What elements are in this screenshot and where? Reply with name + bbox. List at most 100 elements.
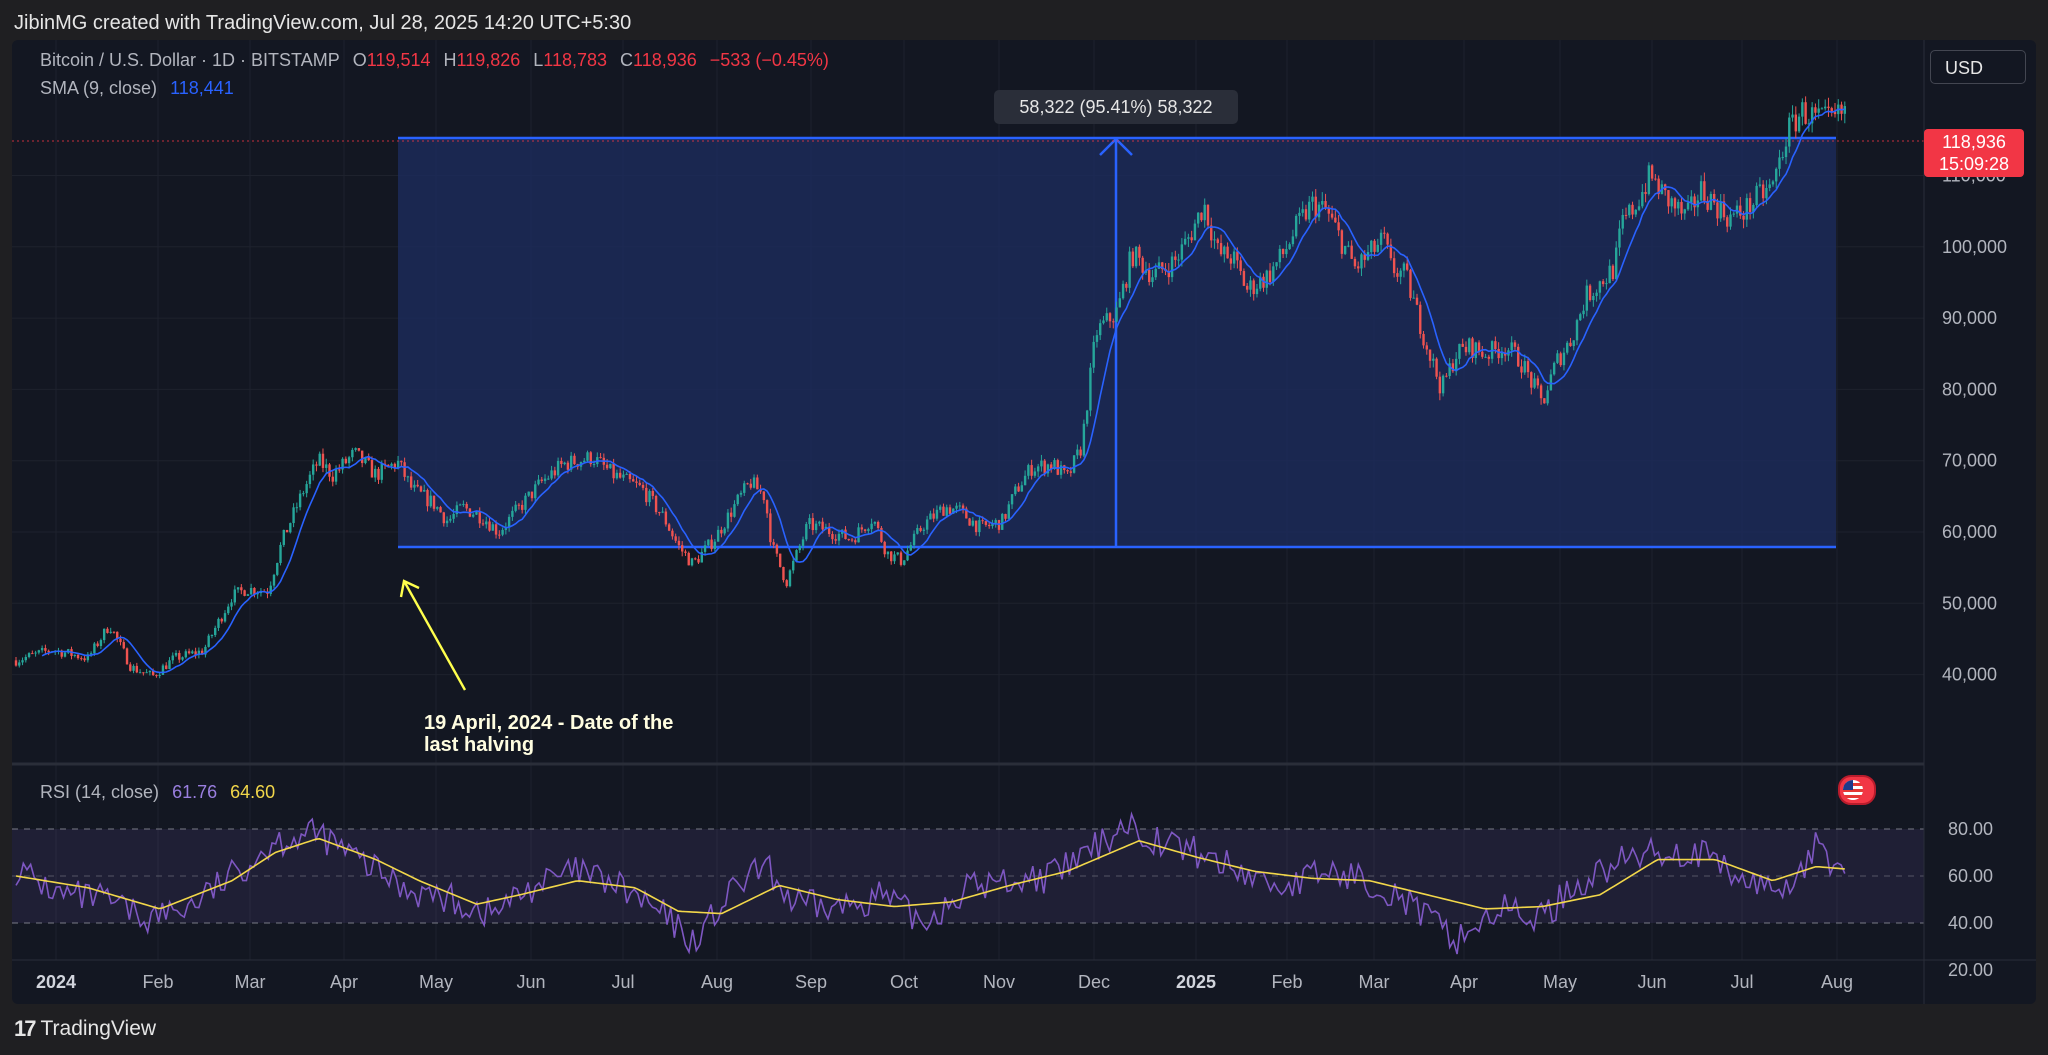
legend-rsi[interactable]: RSI (14, close) 61.76 64.60 <box>40 782 283 803</box>
candle-body <box>1592 295 1595 301</box>
legend-sma[interactable]: SMA (9, close) 118,441 <box>40 78 242 99</box>
candle-body <box>583 460 586 463</box>
candle-body <box>1784 146 1788 158</box>
time-tick-label: Sep <box>795 972 827 992</box>
candle-body <box>1010 494 1014 505</box>
candle-body <box>83 658 86 661</box>
candle-body <box>1190 237 1193 241</box>
candle-body <box>1667 190 1670 207</box>
halving-arrow-head <box>399 579 420 598</box>
candle-body <box>1615 247 1618 280</box>
candle-body <box>1085 410 1089 424</box>
candle-body <box>677 540 681 546</box>
candle-body <box>599 457 602 459</box>
candle-body <box>971 520 975 526</box>
candle-body <box>1824 106 1827 109</box>
candle-body <box>1487 356 1491 359</box>
candle-body <box>1579 314 1582 321</box>
candle-body <box>687 552 690 566</box>
candle-body <box>896 552 899 555</box>
candle-body <box>1641 192 1644 207</box>
candle-body <box>733 504 736 517</box>
candle-body <box>1650 165 1654 179</box>
candle-body <box>240 587 243 591</box>
candle-body <box>615 472 619 479</box>
candle-body <box>1817 108 1820 113</box>
rsi-tick-label: 60.00 <box>1948 866 1993 886</box>
candle-body <box>1647 165 1651 194</box>
candle-body <box>109 631 112 633</box>
candle-body <box>935 509 939 519</box>
candle-body <box>1007 504 1010 519</box>
candle-body <box>1392 258 1396 274</box>
candle-body <box>690 558 694 566</box>
candle-body <box>1468 338 1471 353</box>
candle-body <box>1428 349 1432 361</box>
price-tick-label: 40,000 <box>1942 665 1997 685</box>
candle-body <box>1151 277 1154 283</box>
candle-body <box>1004 513 1007 519</box>
candle-body <box>1530 372 1533 388</box>
candle-body <box>873 521 877 524</box>
candle-body <box>1203 204 1206 221</box>
chart-frame[interactable]: 110,000100,00090,00080,00070,00060,00050… <box>12 40 2036 1004</box>
candle-body <box>445 520 449 524</box>
candle-body <box>1373 240 1376 252</box>
price-tick-label: 100,000 <box>1942 237 2007 257</box>
candle-body <box>325 464 328 468</box>
candle-body <box>1386 233 1389 245</box>
candle-body <box>1742 215 1745 220</box>
candle-body <box>298 493 302 508</box>
candle-body <box>1206 204 1210 226</box>
currency-button[interactable]: USD <box>1930 50 2026 84</box>
chart-canvas[interactable]: 110,000100,00090,00080,00070,00060,00050… <box>12 40 2036 1004</box>
candle-body <box>1566 342 1569 353</box>
candle-body <box>886 551 890 555</box>
legend-close-value: 118,936 <box>633 50 697 70</box>
time-tick-label: Dec <box>1078 972 1110 992</box>
candle-body <box>1046 464 1050 474</box>
candle-body <box>961 505 965 509</box>
candle-body <box>1758 184 1762 186</box>
candle-body <box>1435 358 1438 377</box>
candle-body <box>1775 168 1778 182</box>
candle-body <box>720 529 723 534</box>
candle-body <box>834 539 837 541</box>
candle-body <box>762 491 766 501</box>
candle-body <box>1494 341 1497 349</box>
tradingview-logo[interactable]: 17 TradingView <box>14 1016 156 1042</box>
candle-body <box>1121 283 1125 299</box>
candle-body <box>1138 246 1141 258</box>
candle-body <box>1582 310 1585 315</box>
candle-body <box>798 545 801 551</box>
candle-body <box>246 594 250 596</box>
candle-body <box>811 518 815 531</box>
candle-body <box>994 520 997 524</box>
candle-body <box>1245 285 1249 290</box>
candle-body <box>1105 313 1108 321</box>
candle-body <box>285 529 289 533</box>
candle-body <box>1134 246 1138 267</box>
candle-body <box>393 463 397 469</box>
candle-body <box>1330 213 1334 218</box>
legend-open: O119,514 <box>353 50 431 70</box>
candle-body <box>151 670 155 676</box>
candle-body <box>1285 249 1288 255</box>
us-flag-event-icon[interactable] <box>1838 775 1876 805</box>
candle-body <box>498 534 501 536</box>
candle-body <box>419 486 423 492</box>
rsi-tick-label: 20.00 <box>1948 960 1993 980</box>
candle-body <box>1017 486 1020 492</box>
candle-body <box>612 463 615 479</box>
candle-body <box>1827 106 1830 109</box>
candle-body <box>1533 378 1536 388</box>
candle-body <box>890 551 893 562</box>
candle-body <box>1314 196 1317 218</box>
candle-body <box>710 539 713 550</box>
candle-body <box>1425 345 1428 350</box>
candle-body <box>681 545 684 552</box>
candle-body <box>778 553 782 567</box>
legend-ohlc: Bitcoin / U.S. Dollar · 1D · BITSTAMP O1… <box>40 50 837 71</box>
candle-body <box>984 521 988 525</box>
candle-body <box>1549 374 1553 391</box>
